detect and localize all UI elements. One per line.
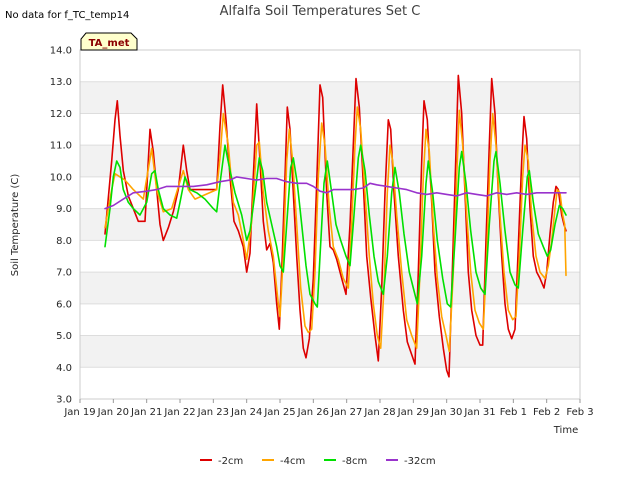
y-tick-label: 13.0 — [50, 77, 72, 88]
y-tick-label: 8.0 — [56, 236, 72, 247]
y-axis-label: Soil Temperature (C) — [10, 174, 21, 277]
grid-band — [80, 335, 580, 368]
x-axis-label: Time — [553, 425, 578, 436]
x-tick-label: Jan 22 — [163, 407, 195, 418]
plot-area — [79, 49, 581, 400]
legend-label: -2cm — [218, 456, 243, 467]
x-axis: Jan 19 Jan 20 Jan 21 Jan 22 Jan 23 Jan 24 Jan … — [63, 399, 594, 418]
no-data-notice: No data for f_TC_temp14 — [5, 10, 129, 21]
chart-title: Alfalfa Soil Temperatures Set C — [220, 4, 421, 19]
x-tick-label: Feb 3 — [566, 407, 593, 418]
x-tick-label: Jan 29 — [397, 407, 429, 418]
series-line-8cmcm — [104, 144, 567, 308]
series-line-2cmcm — [104, 74, 567, 378]
x-tick-label: Jan 19 — [63, 407, 95, 418]
x-tick-label: Jan 23 — [197, 407, 229, 418]
legend-label: -8cm — [342, 456, 367, 467]
x-tick-label: Jan 24 — [230, 407, 262, 418]
x-tick-label: Jan 28 — [363, 407, 395, 418]
y-tick-label: 12.0 — [50, 109, 72, 120]
series-line-32cmcm — [104, 176, 567, 210]
grid-band — [80, 272, 580, 304]
legend: -2cm -4cm -8cm -32cm — [200, 456, 436, 467]
tag-box: TA_met — [80, 32, 138, 51]
y-tick-label: 3.0 — [56, 395, 72, 406]
x-tick-label: Jan 25 — [263, 407, 295, 418]
x-tick-label: Jan 26 — [297, 407, 329, 418]
legend-label: -32cm — [404, 456, 436, 467]
y-tick-label: 4.0 — [56, 363, 72, 374]
x-tick-label: Feb 2 — [533, 407, 560, 418]
y-tick-label: 11.0 — [50, 141, 72, 152]
y-tick-label: 14.0 — [50, 46, 72, 57]
y-tick-label: 10.0 — [50, 172, 72, 183]
series-layer — [104, 74, 567, 378]
y-tick-label: 9.0 — [56, 204, 72, 215]
x-tick-label: Feb 1 — [500, 407, 527, 418]
x-tick-label: Jan 31 — [463, 407, 495, 418]
legend-label: -4cm — [280, 456, 305, 467]
y-axis: 3.0 4.0 5.0 6.0 7.0 8.0 9.0 10.0 11.0 12.0 13.0 14.… — [50, 46, 72, 406]
x-tick-label: Jan 21 — [130, 407, 162, 418]
y-tick-label: 7.0 — [56, 268, 72, 279]
series-line-4cmcm — [104, 106, 567, 353]
tag-label: TA_met — [89, 38, 130, 49]
x-tick-label: Jan 27 — [330, 407, 362, 418]
y-tick-label: 5.0 — [56, 331, 72, 342]
x-tick-label: Jan 20 — [97, 407, 129, 418]
grid-band — [80, 81, 580, 114]
y-tick-label: 6.0 — [56, 299, 72, 310]
x-tick-label: Jan 30 — [430, 407, 462, 418]
